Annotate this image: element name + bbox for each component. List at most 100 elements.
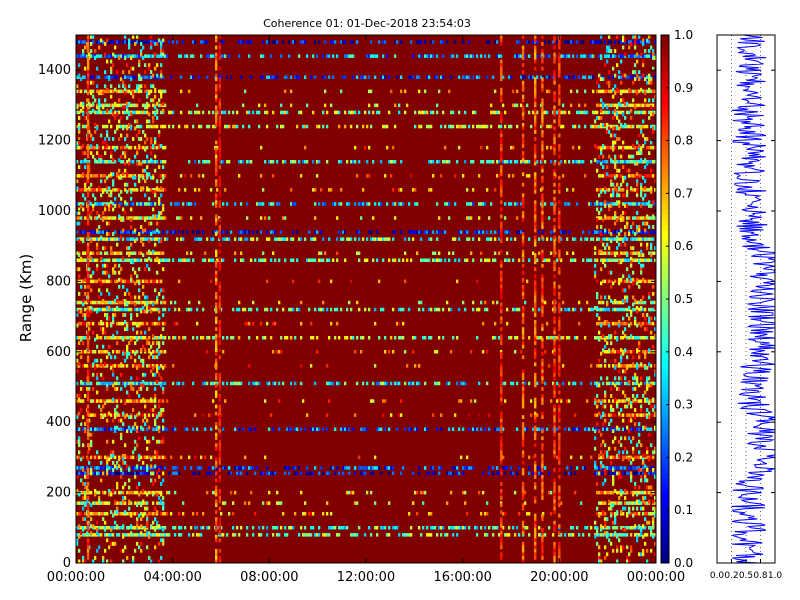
heatmap-cell (280, 54, 283, 58)
heatmap-cell (204, 251, 207, 255)
heatmap-cell (326, 533, 329, 537)
heatmap-cell (540, 202, 543, 206)
heatmap-cell (634, 251, 637, 255)
heatmap-cell (152, 455, 155, 460)
heatmap-cell (452, 526, 455, 530)
heatmap-cell (462, 300, 465, 305)
heatmap-cell (590, 381, 593, 386)
heatmap-cell (538, 251, 541, 255)
heatmap-cell (116, 112, 119, 117)
heatmap-cell (638, 174, 641, 178)
heatmap-cell (396, 40, 399, 44)
heatmap-cell (410, 75, 413, 79)
heatmap-cell (306, 124, 309, 129)
heatmap-cell (148, 112, 151, 117)
heatmap-cell (288, 307, 291, 312)
heatmap-cell (132, 35, 135, 39)
heatmap-cell (270, 258, 273, 262)
heatmap-cell (464, 501, 467, 505)
heatmap-cell (158, 364, 161, 368)
heatmap-cell (90, 137, 93, 141)
heatmap-cell (436, 533, 439, 537)
heatmap-cell (418, 54, 421, 58)
heatmap-cell (224, 110, 227, 115)
heatmap-cell (154, 364, 157, 368)
heatmap-cell (104, 84, 107, 89)
heatmap-cell (164, 455, 167, 460)
heatmap-cell (158, 103, 161, 108)
heatmap-cell (634, 307, 637, 312)
heatmap-cell (306, 413, 309, 417)
heatmap-cell (538, 336, 541, 340)
heatmap-cell (624, 471, 627, 475)
heatmap-cell (202, 307, 205, 312)
heatmap-cell (578, 110, 581, 115)
heatmap-cell (436, 230, 439, 234)
heatmap-cell (102, 218, 105, 222)
heatmap-cell (384, 124, 387, 129)
heatmap-cell (98, 471, 101, 475)
heatmap-cell (624, 279, 627, 284)
heatmap-cell (492, 466, 495, 470)
heatmap-cell (634, 237, 637, 241)
heatmap-cell (580, 381, 583, 386)
heatmap-cell (392, 202, 395, 206)
heatmap-cell (344, 110, 347, 115)
heatmap-cell (152, 84, 155, 89)
heatmap-cell (542, 230, 545, 234)
heatmap-cell (194, 188, 197, 192)
heatmap-cell (162, 364, 165, 368)
heatmap-cell (162, 207, 165, 212)
heatmap-cell (112, 251, 115, 255)
heatmap-cell (338, 381, 341, 386)
heatmap-cell (298, 75, 301, 79)
heatmap-cell (600, 174, 603, 178)
heatmap-cell (142, 466, 145, 470)
heatmap-cell (90, 103, 93, 108)
heatmap-cell (76, 140, 79, 145)
heatmap-cell (436, 103, 439, 108)
heatmap-cell (400, 89, 403, 94)
heatmap-cell (258, 202, 261, 206)
heatmap-cell (184, 124, 187, 129)
heatmap-cell (262, 471, 265, 475)
heatmap-cell (502, 381, 505, 386)
heatmap-cell (164, 300, 167, 305)
heatmap-cell (94, 130, 97, 134)
heatmap-cell (472, 202, 475, 206)
heatmap-cell (638, 471, 641, 475)
heatmap-cell (518, 466, 521, 470)
heatmap-cell (272, 202, 275, 206)
heatmap-cell (158, 399, 161, 403)
heatmap-cell (98, 154, 101, 159)
heatmap-cell (368, 110, 371, 115)
heatmap-cell (284, 89, 287, 94)
heatmap-cell (518, 258, 521, 262)
heatmap-cell (116, 501, 119, 505)
heatmap-cell (154, 350, 157, 354)
heatmap-cell (108, 279, 111, 284)
heatmap-cell (346, 160, 349, 164)
heatmap-cell (326, 124, 329, 129)
heatmap-cell (398, 307, 401, 312)
heatmap-cell (494, 230, 497, 234)
heatmap-cell (648, 40, 651, 44)
heatmap-cell (152, 350, 155, 354)
heatmap-cell (104, 427, 107, 431)
heatmap-cell (160, 49, 163, 53)
heatmap-cell (406, 533, 409, 537)
heatmap-cell (334, 307, 337, 312)
heatmap-cell (526, 174, 529, 178)
heatmap-cell (624, 533, 627, 537)
heatmap-cell (78, 321, 81, 326)
heatmap-cell (342, 466, 345, 470)
heatmap-cell (596, 321, 599, 326)
heatmap-cell (100, 54, 103, 58)
heatmap-cell (90, 364, 93, 368)
heatmap-cell (122, 512, 125, 516)
heatmap-cell (102, 237, 105, 241)
heatmap-cell (636, 300, 639, 305)
heatmap-cell (252, 466, 255, 470)
heatmap-cell (208, 471, 211, 475)
heatmap-cell (536, 427, 539, 431)
